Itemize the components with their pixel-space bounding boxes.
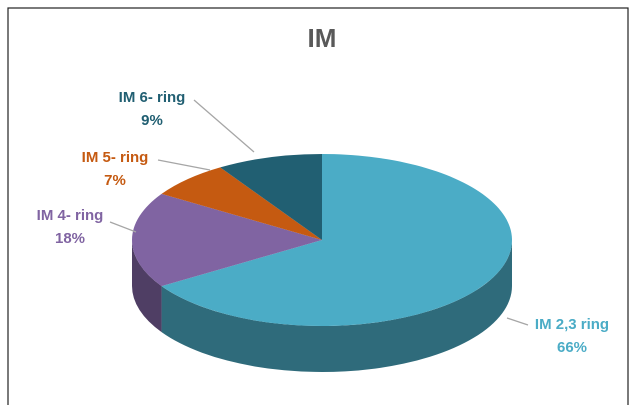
slice-label: IM 2,3 ring — [535, 316, 609, 333]
leader-line — [506, 317, 529, 326]
chart-title: IM — [308, 23, 337, 53]
leader-line — [109, 221, 137, 233]
leader-line — [193, 99, 255, 153]
slice-label: IM 4- ring — [37, 207, 104, 224]
slice-side — [132, 240, 162, 333]
slice-label: IM 6- ring — [119, 89, 186, 106]
slice-value-label: 7% — [104, 172, 126, 189]
slice-value-label: 9% — [141, 112, 163, 129]
leader-line — [157, 159, 211, 171]
slice-value-label: 66% — [557, 339, 587, 356]
slice — [220, 154, 322, 240]
slice — [161, 167, 322, 240]
slice — [161, 154, 512, 327]
slice-side — [161, 240, 512, 373]
slice-value-label: 18% — [55, 230, 85, 247]
slice-label: IM 5- ring — [82, 149, 149, 166]
slice — [132, 193, 322, 287]
